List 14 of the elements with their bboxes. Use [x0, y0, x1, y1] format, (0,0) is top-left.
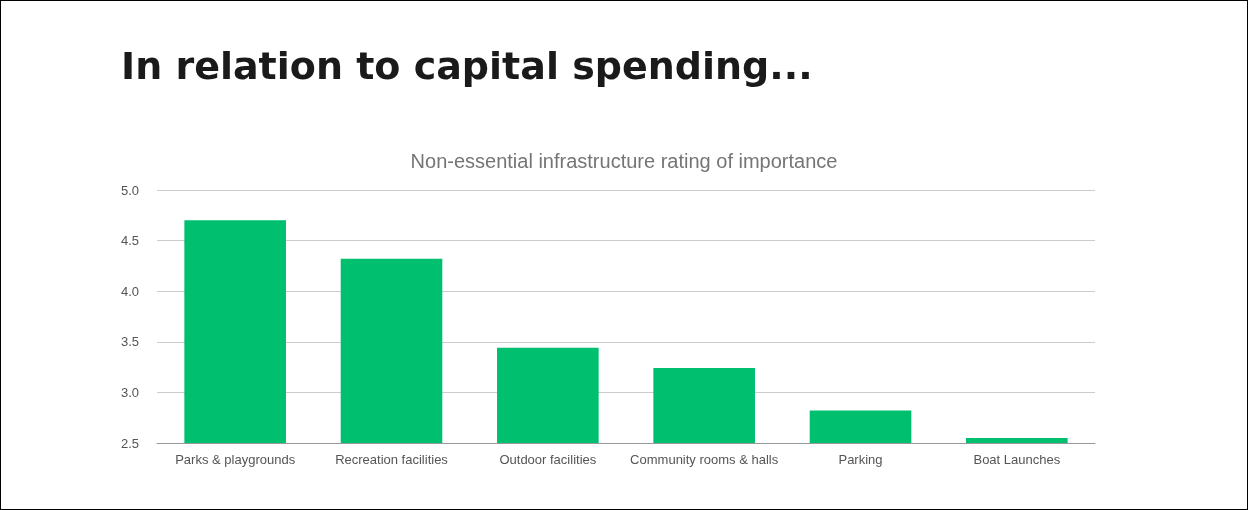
- chart-subtitle: Non-essential infrastructure rating of importance: [410, 150, 838, 172]
- y-tick-label: 3.5: [120, 334, 139, 350]
- chart-title: In relation to capital spending...: [121, 44, 813, 88]
- x-tick-label: Parks & playgrounds: [175, 452, 296, 467]
- y-tick-label: 4.0: [120, 283, 139, 299]
- x-tick-label: Outdoor facilities: [499, 452, 597, 467]
- x-tick-label: Recreation facilities: [335, 452, 449, 467]
- y-tick-label: 5.0: [120, 182, 139, 198]
- y-tick-label: 2.5: [120, 435, 139, 451]
- x-tick-label: Boat Launches: [973, 452, 1061, 467]
- x-tick-label: Parking: [838, 452, 883, 467]
- x-tick-label: Community rooms & halls: [630, 452, 779, 467]
- y-tick-label: 4.5: [120, 233, 139, 249]
- y-tick-label: 3.0: [120, 384, 139, 400]
